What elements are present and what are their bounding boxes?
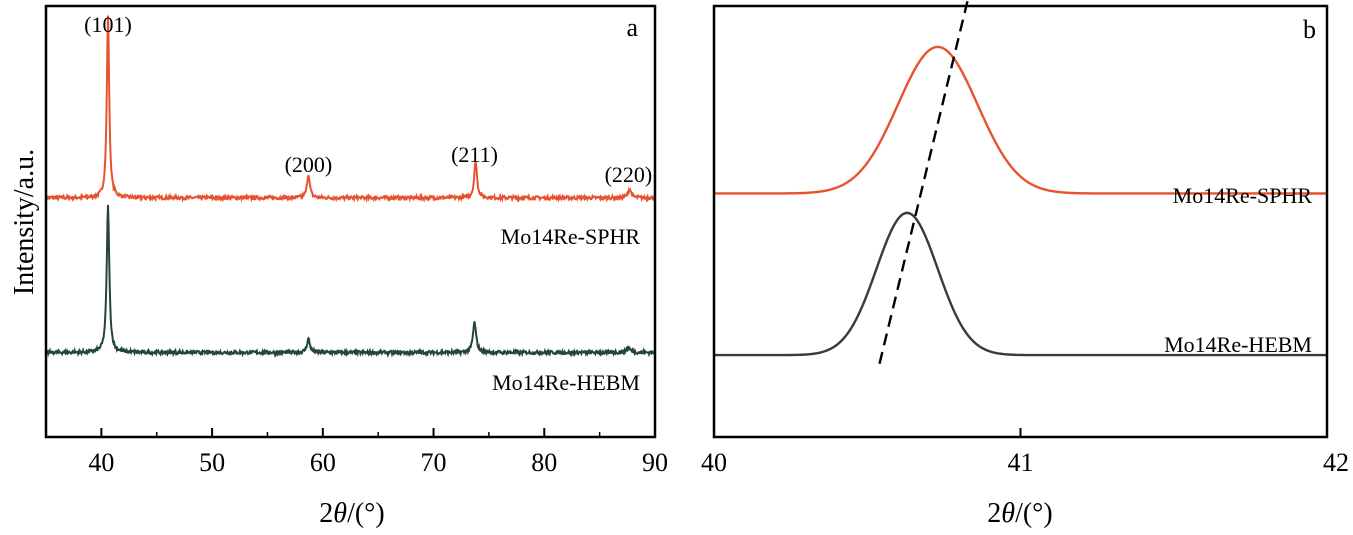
x-tick-label-b: 40 xyxy=(701,448,727,477)
x-tick-label-a: 70 xyxy=(421,448,447,477)
panel-a: 40 50 60 70 80 90 (101) (200) (211) (220) Mo14Re… xyxy=(9,4,668,529)
series-line-mo14re-sphr-zoom xyxy=(714,45,1327,195)
y-axis-title: Intensity/a.u. xyxy=(9,149,40,295)
series-label-hebm-a: Mo14Re-HEBM xyxy=(492,370,640,395)
peak-label: (200) xyxy=(285,152,333,177)
panel-letter-a: a xyxy=(626,13,638,42)
panel-letter-b: b xyxy=(1303,15,1316,44)
series-line-mo14re-sphr xyxy=(45,15,656,204)
peak-label: (211) xyxy=(451,142,498,167)
x-tick-label-a: 50 xyxy=(199,448,225,477)
series-label-sphr-b: Mo14Re-SPHR xyxy=(1173,183,1313,208)
x-tick-label-a: 40 xyxy=(88,448,114,477)
series-line-mo14re-hebm xyxy=(45,204,656,359)
panel-a-frame xyxy=(44,4,657,439)
peak-shift-guide-line xyxy=(878,0,969,365)
panel-b-frame xyxy=(712,4,1329,439)
x-axis-title-a: 2θ/(°) xyxy=(319,498,384,529)
panel-b: 40 41 42 Mo14Re-SPHR Mo14Re-HEBM b 2θ/(°) xyxy=(701,0,1349,529)
series-label-sphr-a: Mo14Re-SPHR xyxy=(501,224,641,249)
panel-a-curves xyxy=(45,15,656,359)
panel-b-ticks: 40 41 42 xyxy=(701,428,1349,477)
panel-b-curves xyxy=(714,0,1327,365)
x-tick-label-b: 42 xyxy=(1323,448,1349,477)
x-axis-title-b: 2θ/(°) xyxy=(987,498,1052,529)
peak-label: (101) xyxy=(84,12,132,37)
panel-a-ticks: 40 50 60 70 80 90 xyxy=(45,428,668,477)
panel-a-peak-labels: (101) (200) (211) (220) xyxy=(84,12,652,187)
series-label-hebm-b: Mo14Re-HEBM xyxy=(1164,332,1312,357)
x-tick-label-a: 80 xyxy=(531,448,557,477)
peak-label: (220) xyxy=(605,162,653,187)
x-tick-label-a: 90 xyxy=(642,448,668,477)
series-line-mo14re-hebm-zoom xyxy=(714,211,1327,357)
x-tick-label-b: 41 xyxy=(1008,448,1034,477)
x-tick-label-a: 60 xyxy=(310,448,336,477)
